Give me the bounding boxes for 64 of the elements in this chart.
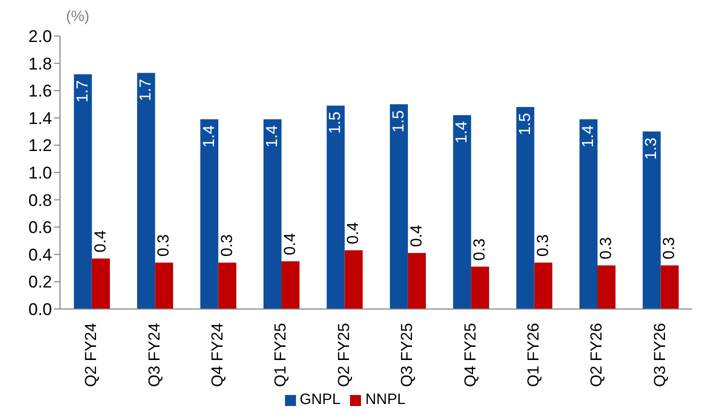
bar [137,72,156,309]
data-label: 1.4 [454,121,471,144]
y-tick-label: 1.0 [28,164,52,183]
bar [453,115,472,309]
data-label: 0.3 [534,234,552,257]
bar [282,261,300,309]
y-tick-label: 1.4 [28,108,52,128]
y-tick-label: 1.6 [28,82,52,101]
bar [92,258,110,309]
x-tick-label: Q3 FY24 [146,322,164,388]
y-tick-label: 0.6 [28,218,52,238]
bar [200,119,218,309]
data-label: 1.7 [138,78,155,102]
legend-label: NNPL [365,391,406,408]
y-tick-label: 0.4 [28,245,52,264]
bar [344,250,363,309]
bar [155,262,174,309]
x-tick-label: Q4 FY24 [210,322,226,388]
data-label: 0.3 [472,238,489,261]
bar [516,106,534,309]
data-label: 0.4 [92,230,110,252]
legend-label: GNPL [300,391,340,408]
y-tick-label: 0.0 [28,300,52,320]
data-label: 0.4 [282,232,300,256]
data-label: 0.4 [345,222,362,244]
data-label: 0.3 [218,234,236,257]
y-tick-label: 0.8 [28,190,52,210]
y-axis-title: (%) [66,8,90,25]
data-label: 0.3 [661,236,678,260]
bar [660,265,679,309]
x-tick-label: Q2 FY26 [588,322,606,388]
bar [218,262,236,309]
data-label: 1.4 [200,125,218,148]
data-label: 1.7 [74,80,92,102]
bar [580,119,598,309]
data-label: 1.5 [327,112,344,134]
bar [642,132,661,309]
bar [598,265,616,309]
bar [408,253,426,309]
x-tick-label: Q2 FY24 [83,322,100,388]
bar [326,106,345,309]
x-tick-label: Q3 FY26 [652,322,669,388]
x-tick-label: Q1 FY26 [526,322,542,388]
y-tick-label: 2.0 [28,27,52,46]
y-tick-label: 1.8 [28,54,52,74]
x-tick-label: Q2 FY25 [336,322,353,388]
data-label: 1.5 [390,110,408,132]
data-label: 1.5 [516,112,534,136]
x-tick-label: Q4 FY25 [462,322,480,388]
y-tick-label: 1.2 [28,136,52,156]
y-tick-label: 0.2 [28,272,52,292]
x-tick-label: Q3 FY25 [399,322,416,388]
bar [390,104,408,309]
bar [471,266,490,309]
data-label: 1.3 [643,137,660,160]
bar [264,119,282,309]
data-label: 1.4 [580,125,598,148]
data-label: 0.4 [408,224,426,248]
bar [74,74,92,309]
data-label: 0.3 [598,236,616,260]
data-label: 0.3 [156,234,173,257]
bar [534,262,552,309]
x-tick-label: Q1 FY25 [272,322,290,388]
data-label: 1.4 [264,125,282,148]
